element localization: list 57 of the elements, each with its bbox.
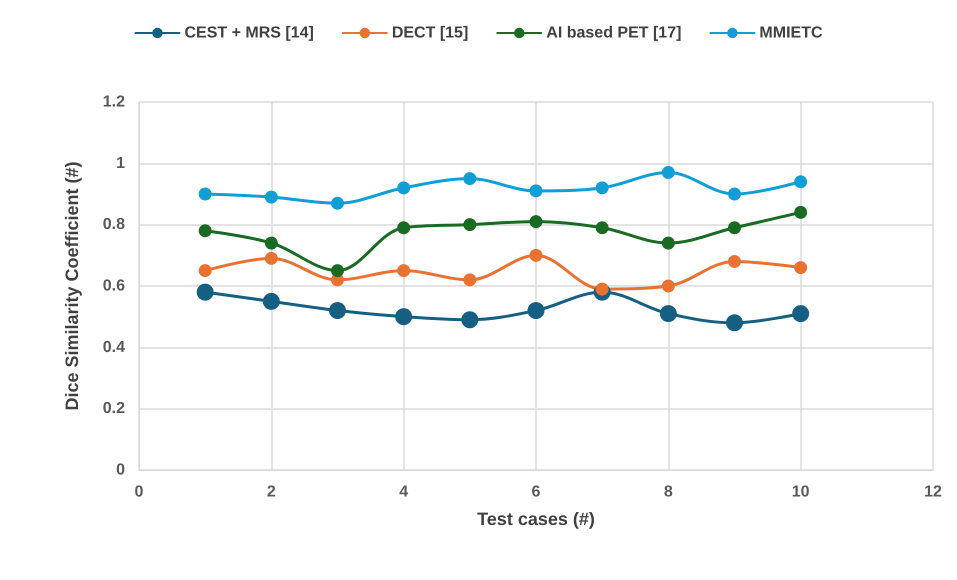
point [662,280,675,292]
point [397,181,410,194]
x-axis-title: Test cases (#) [477,509,595,529]
point [662,236,675,250]
point [794,206,808,219]
point [662,166,675,180]
point [726,314,743,332]
y-tick-label: 0 [116,462,126,478]
point [397,221,410,234]
y-tick-label: 0.2 [102,400,126,418]
point [463,172,476,186]
point [728,254,741,268]
point [461,311,478,328]
point [530,215,542,228]
point [395,308,412,326]
point [463,273,476,286]
y-tick-label: 0.6 [102,278,126,294]
point [198,224,212,238]
point [331,196,344,210]
x-tick-label: 12 [924,484,942,500]
y-tick-label: 1.2 [102,94,126,110]
legend-label: CEST + MRS [14] [184,24,314,42]
point [792,305,810,322]
legend-label: DECT [15] [392,24,468,42]
point [596,221,609,234]
point [198,264,212,278]
point [728,188,741,200]
point [530,184,542,198]
point [530,248,542,262]
x-tick-label: 8 [664,484,673,500]
point [262,292,280,310]
point [463,218,476,232]
point [196,284,214,301]
point [329,302,346,320]
point [660,305,677,322]
point [331,264,344,278]
point [728,221,741,234]
point [794,261,808,274]
y-axis-title: Dice Similarity Coefficient (#) [62,161,82,411]
point [264,190,278,204]
y-tick-label: 1 [116,154,126,172]
x-tick-label: 2 [266,484,276,500]
x-tick-label: 10 [792,484,810,500]
x-tick-label: 0 [134,484,144,500]
point [397,264,410,278]
y-tick-label: 0.8 [102,216,126,234]
point [198,188,212,200]
legend-label: AI based PET [17] [546,24,682,42]
point [794,175,808,188]
point [596,181,609,194]
legend-label: MMIETC [759,24,823,42]
y-tick-label: 0.4 [102,338,126,356]
x-tick-label: 6 [532,484,541,500]
x-tick-label: 4 [399,484,408,500]
point [264,252,278,265]
point [264,236,278,250]
point [528,302,544,320]
